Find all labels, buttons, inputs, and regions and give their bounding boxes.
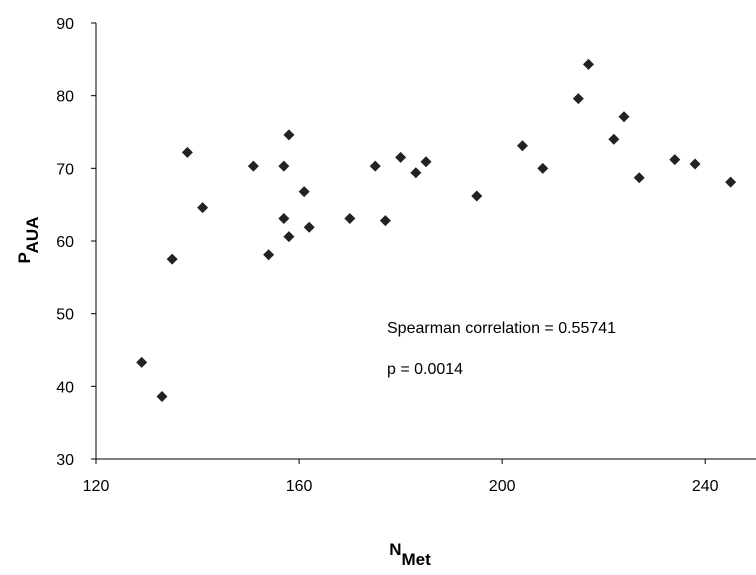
data-point [669, 154, 681, 166]
data-point [618, 111, 630, 123]
data-point [395, 151, 407, 163]
data-point [263, 249, 275, 261]
y-tick-label: 30 [56, 452, 74, 469]
data-point [516, 140, 528, 152]
data-point [537, 162, 549, 174]
data-point [283, 231, 295, 243]
y-tick-label: 80 [56, 89, 74, 106]
data-point [166, 253, 178, 265]
data-point [278, 160, 290, 172]
data-point [197, 202, 209, 214]
data-point [298, 186, 310, 198]
data-point [582, 58, 594, 70]
data-point [278, 212, 290, 224]
y-axis: 30 40 50 60 70 80 90 [56, 16, 97, 469]
y-tick-label: 70 [56, 161, 74, 178]
data-point [344, 212, 356, 224]
correlation-annotation: Spearman correlation = 0.55741 [387, 320, 616, 337]
data-point [247, 160, 259, 172]
y-axis-title-main: P [15, 252, 34, 263]
data-points [136, 58, 737, 403]
p-value-annotation: p = 0.0014 [387, 361, 463, 378]
data-point [420, 156, 432, 168]
x-tick-label: 240 [692, 478, 719, 495]
y-axis-title: PAUA [15, 217, 42, 264]
x-axis-title-sub: Met [402, 550, 432, 569]
x-axis-title-main: N [389, 540, 401, 559]
y-tick-label: 90 [56, 16, 74, 33]
data-point [181, 146, 193, 158]
data-point [283, 129, 295, 141]
y-tick-label: 40 [56, 379, 74, 396]
x-tick-label: 200 [489, 478, 516, 495]
x-tick-label: 160 [286, 478, 313, 495]
y-tick-label: 60 [56, 234, 74, 251]
data-point [136, 356, 148, 368]
data-point [572, 93, 584, 105]
data-point [608, 133, 620, 145]
data-point [303, 221, 315, 233]
data-point [725, 176, 737, 188]
data-point [379, 215, 391, 227]
data-point [689, 158, 701, 170]
data-point [369, 160, 381, 172]
x-tick-label: 120 [83, 478, 110, 495]
data-point [471, 190, 483, 202]
x-axis: 120 160 200 240 [83, 458, 756, 495]
data-point [156, 391, 168, 403]
data-point [410, 167, 422, 179]
x-axis-title: NMet [389, 540, 431, 569]
y-axis-title-sub: AUA [23, 217, 42, 254]
data-point [633, 172, 645, 184]
y-tick-label: 50 [56, 307, 74, 324]
